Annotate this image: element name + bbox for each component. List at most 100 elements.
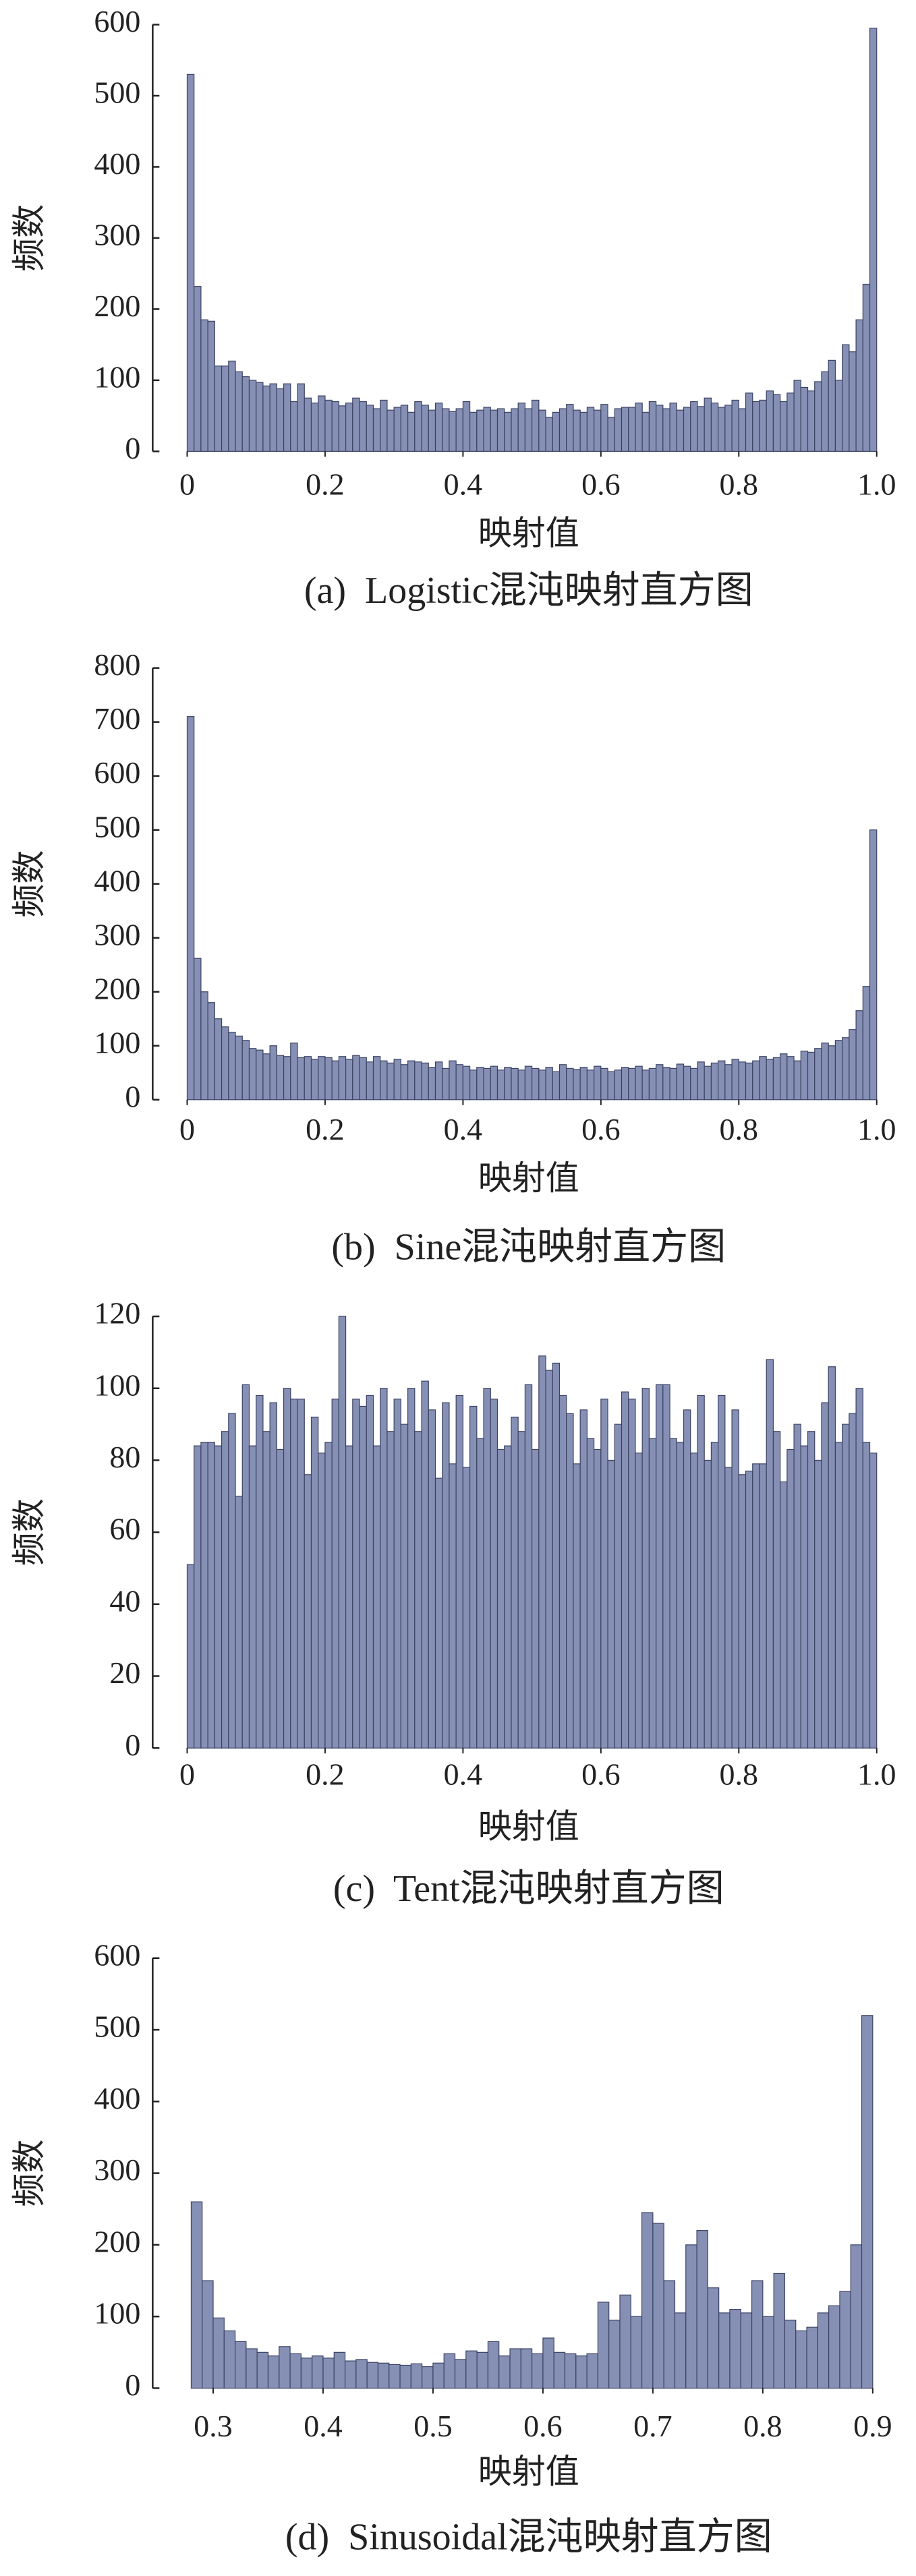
bar [469, 1070, 478, 1101]
bar [414, 1431, 422, 1749]
x-tick-label: 0.8 [743, 2409, 782, 2443]
bar [269, 1045, 277, 1101]
bar [524, 408, 533, 452]
bar [487, 2341, 500, 2389]
bar [766, 1359, 774, 1749]
bar [214, 365, 223, 452]
bar [345, 1059, 353, 1101]
bar [828, 2305, 840, 2389]
bar [462, 1467, 471, 1749]
bar [248, 1445, 257, 1749]
bar [738, 1061, 747, 1101]
bar [338, 405, 347, 452]
bar [517, 1070, 525, 1101]
y-tick-label: 700 [94, 701, 140, 736]
bar [428, 1409, 436, 1749]
bar [186, 716, 195, 1101]
bar [297, 383, 305, 452]
bar [773, 2273, 786, 2389]
bar [614, 1424, 623, 1749]
bar [524, 1384, 533, 1749]
bar [228, 1032, 236, 1101]
bar [641, 1388, 650, 1749]
bar [410, 2363, 423, 2389]
bar [814, 1048, 822, 1101]
bar [267, 2355, 280, 2389]
y-tick-label: 200 [94, 971, 140, 1005]
bar [828, 1366, 836, 1749]
bar [511, 1067, 519, 1101]
bar [849, 1413, 857, 1749]
bar [552, 1071, 561, 1101]
bar [594, 1065, 602, 1101]
caption: (c) Tent混沌映射直方图 [333, 1868, 724, 1910]
bar [483, 1067, 491, 1101]
bar [310, 403, 319, 452]
bar [552, 411, 561, 452]
bar [207, 320, 215, 452]
bar [221, 365, 229, 452]
y-tick-label: 300 [94, 917, 140, 952]
y-tick-label: 200 [94, 289, 140, 323]
bar [586, 1070, 595, 1101]
bar [619, 2294, 631, 2389]
bar [279, 2346, 291, 2389]
y-tick-label: 500 [94, 76, 140, 110]
bar [483, 407, 491, 452]
bar [207, 1442, 215, 1749]
bar [380, 1060, 388, 1101]
bar [290, 1043, 298, 1101]
bar [387, 1431, 395, 1749]
bar [228, 1413, 236, 1749]
x-tick-label: 0.4 [444, 467, 483, 501]
bar [414, 1061, 422, 1101]
bar [566, 1067, 574, 1101]
bar [393, 1399, 401, 1749]
bar [283, 1056, 291, 1101]
bar [718, 2312, 731, 2389]
bar [718, 1395, 726, 1749]
bar [690, 401, 698, 452]
bar [331, 1060, 339, 1101]
bar [674, 2312, 687, 2389]
bar [648, 1067, 657, 1101]
bar [676, 409, 685, 452]
bar [407, 1060, 416, 1101]
x-axis-label: 映射值 [478, 2453, 579, 2490]
bar [234, 2341, 247, 2389]
x-tick-label: 0 [179, 1757, 195, 1792]
bar [504, 1445, 512, 1749]
bar [235, 1496, 243, 1749]
bar [276, 1448, 285, 1749]
bar [729, 2308, 741, 2389]
x-tick-label: 0.2 [306, 1112, 345, 1146]
bar [490, 1065, 498, 1101]
bar [428, 409, 436, 452]
bar [442, 1402, 450, 1749]
x-tick-label: 0.6 [581, 1112, 621, 1146]
x-tick-label: 1.0 [857, 1757, 896, 1792]
bar [710, 1062, 719, 1101]
bar [697, 406, 705, 452]
x-tick-label: 0 [179, 1112, 195, 1146]
bar [241, 376, 250, 452]
bar [545, 1067, 553, 1101]
x-tick-label: 0.3 [194, 2409, 233, 2443]
bar [377, 2362, 390, 2389]
bar [607, 1459, 615, 1749]
bar [454, 2359, 467, 2389]
bar [800, 386, 809, 452]
bar [443, 2353, 456, 2389]
bar [839, 2291, 851, 2389]
bar [586, 2353, 598, 2389]
bar [352, 1055, 360, 1101]
x-tick-label: 0.8 [720, 1112, 759, 1146]
bar [476, 1067, 484, 1101]
bar [449, 1463, 457, 1749]
bar [393, 1059, 401, 1101]
bar [553, 2351, 566, 2389]
bar [538, 1070, 546, 1101]
bar [434, 1061, 443, 1101]
bar [276, 1055, 285, 1101]
